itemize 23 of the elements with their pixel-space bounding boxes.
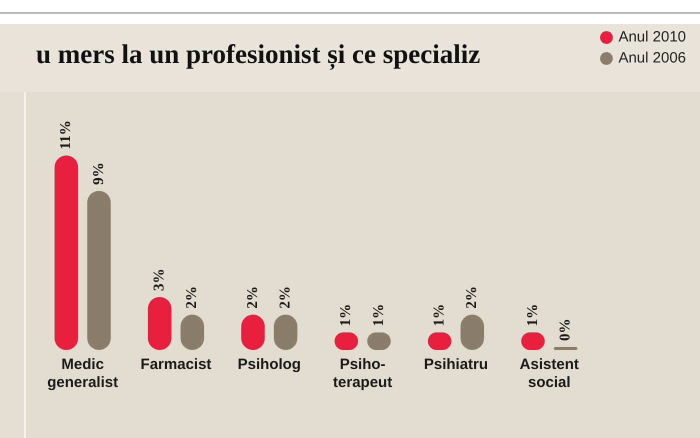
x-tick-label: Psihiatru <box>424 356 488 374</box>
x-tick-label: Farmacist <box>140 356 212 374</box>
bar <box>54 155 78 350</box>
x-tick-label: Psiholog <box>238 356 301 374</box>
legend-label: Anul 2010 <box>618 28 686 46</box>
x-tick-label: Medic generalist <box>47 356 118 392</box>
chart-title: u mers la un profesionist și ce specializ <box>36 39 480 70</box>
data-label: 2% <box>464 286 480 309</box>
data-label: 2% <box>184 286 200 309</box>
data-label: 2% <box>244 286 261 309</box>
data-label: 1% <box>370 304 387 326</box>
legend-label: Anul 2006 <box>618 50 686 67</box>
data-label: 1% <box>524 304 541 326</box>
data-label: 11% <box>58 120 74 150</box>
data-label: 1% <box>432 304 448 326</box>
x-tick-label: Asistent social <box>520 356 579 392</box>
data-label: 0% <box>557 318 574 341</box>
x-tick-label: Psiho-terapeut <box>333 356 392 392</box>
data-label: 2% <box>278 286 294 309</box>
bar <box>87 190 111 350</box>
data-label: 3% <box>152 268 168 291</box>
data-label: 1% <box>338 304 354 326</box>
data-label: 9% <box>90 162 107 185</box>
